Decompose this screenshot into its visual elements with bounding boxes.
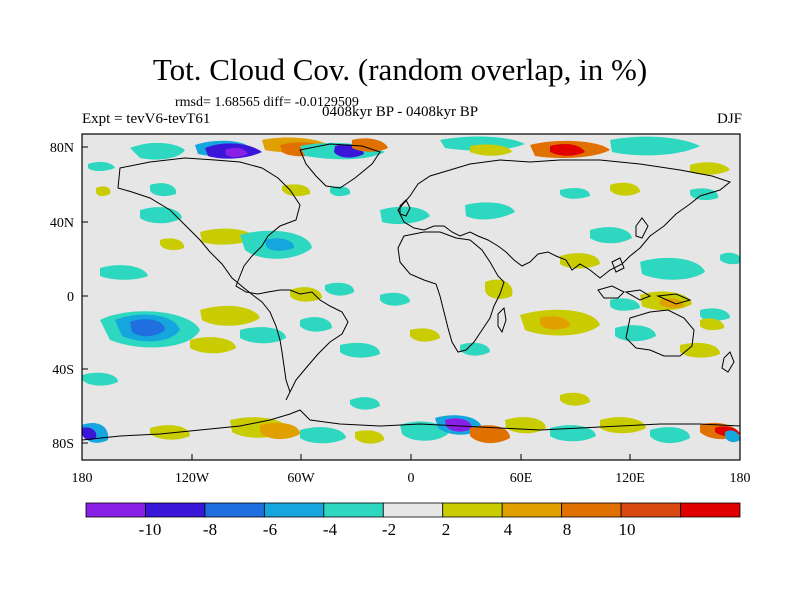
colorbar-label: -4: [323, 520, 338, 539]
colorbar-labels: -10 -8 -6 -4 -2 2 4 8 10: [139, 520, 636, 539]
colorbar-box: [680, 502, 741, 518]
y-tick-label: 80S: [52, 437, 74, 452]
colorbar-label: 4: [504, 520, 513, 539]
colorbar-box: [501, 502, 563, 518]
x-tick-label: 180: [72, 471, 93, 486]
colorbar-label: -10: [139, 520, 162, 539]
x-tick-label: 60W: [287, 471, 315, 486]
colorbar-label: 2: [442, 520, 451, 539]
x-tick-label: 120E: [615, 471, 645, 486]
colorbar-box: [620, 502, 681, 518]
colorbar-box: [263, 502, 325, 518]
colorbar-label: 8: [563, 520, 572, 539]
y-tick-label: 40N: [50, 216, 74, 231]
colorbar-box: [561, 502, 622, 518]
season-label: DJF: [716, 111, 742, 127]
colorbar-label: 10: [619, 520, 636, 539]
tick-marks: [81, 146, 741, 460]
y-tick-label: 80N: [50, 141, 74, 156]
colorbar-box: [204, 502, 265, 518]
colorbar-box: [85, 502, 146, 518]
x-axis-ticks: 180 120W 60W 0 60E 120E 180: [72, 471, 751, 486]
colorbar: [85, 502, 741, 518]
colorbar-label: -2: [382, 520, 396, 539]
stats-label: rmsd= 1.68565 diff= -0.0129509: [175, 95, 359, 110]
y-tick-label: 0: [67, 290, 74, 305]
colorbar-box: [442, 502, 503, 518]
anomaly-field: [82, 136, 740, 444]
x-tick-label: 120W: [175, 471, 210, 486]
colorbar-box: [382, 502, 444, 518]
experiment-label: Expt = tevV6-tevT61: [82, 111, 211, 127]
colorbar-label: -8: [203, 520, 217, 539]
period-label: 0408kyr BP - 0408kyr BP: [322, 104, 479, 120]
y-axis-ticks: 80N 40N 0 40S 80S: [50, 141, 74, 452]
colorbar-box: [323, 502, 384, 518]
x-tick-label: 180: [730, 471, 751, 486]
y-tick-label: 40S: [52, 363, 74, 378]
x-tick-label: 60E: [510, 471, 533, 486]
colorbar-box: [145, 502, 206, 518]
map-title: Tot. Cloud Cov. (random overlap, in %): [152, 52, 648, 87]
colorbar-label: -6: [263, 520, 277, 539]
x-tick-label: 0: [408, 471, 415, 486]
coastlines: [82, 143, 740, 441]
